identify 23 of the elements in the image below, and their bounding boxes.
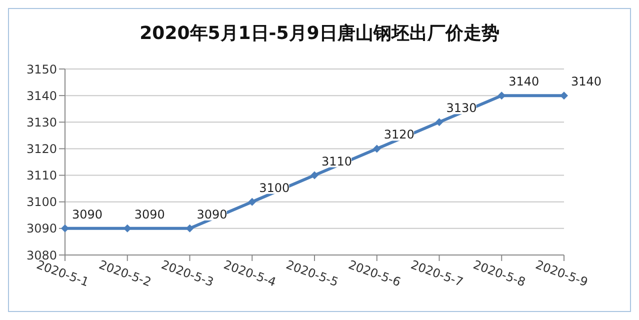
y-tick-label: 3120 — [26, 142, 57, 156]
data-label: 3140 — [571, 74, 602, 89]
y-tick-label: 3140 — [26, 88, 57, 103]
data-label: 3090 — [196, 207, 228, 222]
y-tick-label: 3110 — [26, 168, 57, 183]
data-label: 3090 — [134, 207, 165, 222]
data-label: 3100 — [259, 180, 290, 195]
y-tick-label: 3090 — [26, 222, 57, 236]
y-tick-label: 3150 — [26, 62, 57, 76]
point — [435, 118, 444, 126]
point — [560, 92, 568, 100]
point — [248, 198, 256, 206]
data-label: 3120 — [384, 128, 414, 142]
point — [310, 171, 318, 180]
data-label: 3090 — [72, 207, 103, 222]
data-label: 3110 — [322, 154, 352, 168]
y-tick-label: 3100 — [26, 195, 57, 210]
data-label: 3130 — [446, 101, 477, 116]
y-tick-label: 3130 — [26, 115, 57, 130]
point — [61, 224, 69, 232]
data-label: 3140 — [508, 74, 540, 89]
chart-title: 2020年5月1日-5月9日唐山钢坯出厂价走势 — [138, 22, 500, 45]
point — [372, 144, 381, 153]
